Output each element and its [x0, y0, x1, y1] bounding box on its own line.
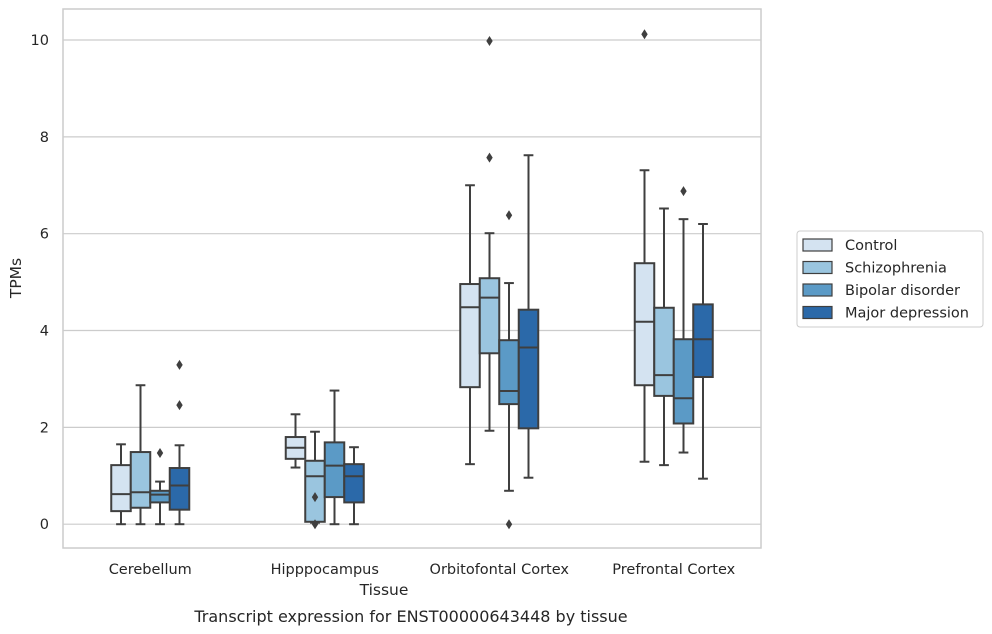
- legend-label: Bipolar disorder: [845, 283, 960, 299]
- box: [304, 459, 326, 523]
- outlier-point: [505, 519, 513, 530]
- box: [672, 338, 695, 425]
- box-series: [110, 29, 714, 530]
- chart-caption: Transcript expression for ENST0000064344…: [193, 607, 627, 626]
- x-axis-title: Tissue: [359, 581, 409, 599]
- box: [517, 308, 540, 430]
- box: [459, 283, 481, 389]
- outlier-point: [311, 492, 319, 503]
- x-tick-label: Hipppocampus: [271, 562, 379, 578]
- outlier-point: [486, 35, 493, 46]
- plot-frame: [62, 8, 762, 549]
- legend-label: Schizophrenia: [845, 261, 947, 277]
- outlier-point: [505, 210, 513, 221]
- series-group: [149, 186, 695, 530]
- box: [168, 467, 191, 511]
- outlier-point: [641, 29, 648, 40]
- y-axis-title: TPMs: [7, 258, 25, 299]
- box: [323, 441, 346, 499]
- box: [478, 277, 501, 355]
- x-tick-label: Cerebellum: [109, 562, 192, 578]
- y-tick-labels: 0 2 4 6 8 10: [31, 33, 49, 533]
- y-tick-label: 4: [40, 324, 49, 340]
- outlier-point: [486, 152, 493, 163]
- legend-label: Major depression: [845, 306, 969, 322]
- box: [692, 303, 714, 379]
- outlier-point: [176, 400, 183, 411]
- y-tick-label: 2: [40, 420, 49, 436]
- box: [343, 463, 365, 504]
- legend-frame: [796, 230, 984, 328]
- legend-swatch: [802, 283, 833, 297]
- outlier-point: [176, 359, 183, 370]
- legend-swatch: [802, 238, 833, 252]
- box: [149, 489, 171, 504]
- legend-swatch: [802, 305, 833, 320]
- box: [110, 464, 132, 513]
- legend: Control Schizophrenia Bipolar disorder Majo…: [796, 230, 984, 328]
- box: [498, 339, 520, 406]
- legend-label: Control: [845, 238, 897, 254]
- x-tick-labels: Cerebellum Hipppocampus Orbitofontal Corte…: [109, 562, 736, 578]
- outlier-point: [156, 448, 164, 459]
- x-tick-label: Prefrontal Cortex: [612, 562, 735, 578]
- y-tick-label: 0: [40, 517, 49, 533]
- x-tick-label: Orbitofontal Cortex: [430, 562, 570, 578]
- y-tick-label: 6: [40, 227, 49, 243]
- box: [129, 451, 152, 509]
- legend-swatch: [802, 260, 833, 275]
- outlier-point: [680, 186, 687, 197]
- outlier-point: [311, 519, 319, 530]
- series-group: [129, 35, 675, 530]
- series-group: [168, 154, 714, 526]
- box: [653, 306, 675, 397]
- series-group: [110, 29, 656, 526]
- y-tick-label: 10: [31, 33, 49, 49]
- y-tick-label: 8: [40, 130, 49, 146]
- box: [633, 262, 656, 387]
